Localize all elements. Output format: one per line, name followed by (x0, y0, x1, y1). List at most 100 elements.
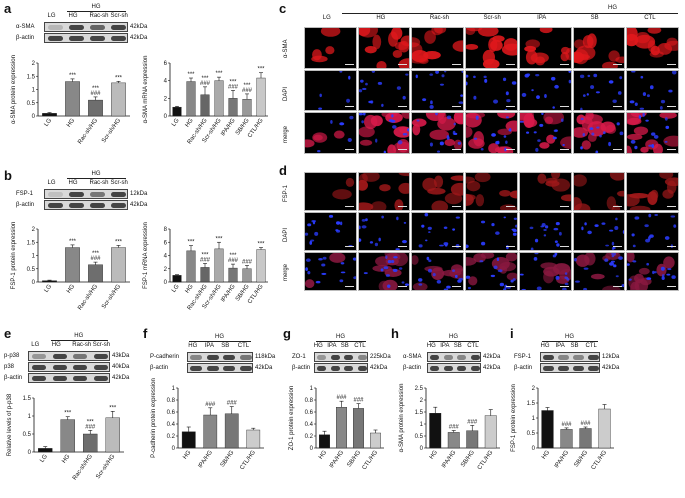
cell-body (390, 27, 403, 40)
panel_h-lane-label: SB (453, 343, 462, 349)
scale-bar (398, 246, 408, 247)
cell-body (488, 37, 498, 52)
micrograph-image (573, 173, 625, 210)
nucleus (383, 266, 388, 270)
cell-body (305, 279, 315, 289)
scale-bar (559, 206, 569, 207)
y-tick-label: 6 (164, 240, 168, 246)
cell-body (543, 270, 554, 284)
cell-body (525, 39, 540, 49)
cell-body (539, 142, 550, 150)
panel-c-column-label: HG (376, 15, 386, 21)
nucleus (358, 225, 361, 230)
y-tick-label: 0.6 (305, 410, 314, 416)
nucleus (452, 228, 456, 231)
cell-body (429, 129, 450, 141)
nucleus (318, 107, 323, 110)
panel_h-band (470, 355, 480, 360)
nucleus (646, 277, 652, 280)
nucleus (437, 279, 442, 284)
cell-body (478, 27, 499, 37)
panel_g-band (357, 355, 367, 360)
cell-body (431, 200, 449, 210)
nucleus (416, 119, 420, 122)
cell-body (452, 40, 464, 52)
y-tick-label: 0 (310, 446, 314, 452)
panel-label-g: g (283, 326, 291, 341)
cell-body (466, 180, 481, 192)
micrograph-image (529, 222, 562, 250)
micrograph-image (573, 253, 625, 290)
nucleus (473, 75, 476, 78)
cell-body (629, 205, 651, 210)
y-tick-label: 0.5 (23, 432, 32, 438)
nucleus (608, 79, 614, 84)
panel_b-band (111, 192, 126, 197)
panel_i-lane-label: IPA (555, 343, 565, 349)
y-tick-label: 0.4 (167, 422, 176, 428)
nucleus (650, 84, 654, 89)
significance-marker: ### (353, 398, 364, 404)
cell-body (659, 113, 678, 120)
y-tick-label: 0.6 (167, 410, 176, 416)
chart-i-fsp1: FSP-1 protein expression 0 0.5 1 1.5 2 HG ### IP… (511, 384, 614, 471)
nucleus (397, 140, 403, 145)
panel_b-blot-strip (44, 200, 128, 210)
x-tick-label: SB/HG (220, 449, 236, 468)
panel_i-band (588, 355, 599, 360)
panel-c-group-label: HG (608, 5, 617, 11)
nucleus (555, 275, 560, 280)
panel_g-band (357, 366, 367, 371)
panel_i-row-size: 12kDa (602, 354, 620, 360)
panel_d-micrograph-cell (626, 252, 679, 291)
nucleus (611, 255, 614, 258)
panel_f-lane-label: IPA (204, 343, 214, 349)
nucleus (579, 146, 583, 150)
scale-bar (505, 149, 515, 150)
panel_c-micrograph-cell (304, 27, 357, 69)
scale-bar (667, 286, 676, 287)
nucleus (643, 91, 647, 96)
cell-body (629, 193, 650, 199)
y-tick-label: 2.5 (415, 386, 424, 392)
nucleus (491, 133, 497, 138)
panel_h-lane-label: HG (426, 343, 436, 349)
x-tick-label: HG (182, 449, 192, 460)
nucleus (552, 136, 557, 140)
cell-body (575, 254, 590, 267)
panel-c-column-label: Scr-sh (483, 15, 501, 21)
panel_a-band (48, 25, 63, 30)
y-tick-label: 0 (172, 446, 176, 452)
chart-f-pcadherin: P-cadherin protein expression 0 0.2 0.4 0.6 0… (151, 378, 264, 471)
cell-body (394, 41, 408, 51)
cell-body (466, 113, 482, 128)
cell-body (392, 141, 410, 154)
y-tick-label: 1.5 (27, 240, 36, 246)
nucleus (497, 269, 503, 273)
nucleus (459, 101, 464, 104)
nucleus (652, 270, 655, 275)
panel_b-group-label: HG (91, 171, 101, 177)
nucleus (633, 244, 636, 248)
panel-c-column-labels: LG HG Rac-sh Scr-sh IPA SB CTL (304, 15, 679, 25)
scale-bar (505, 246, 515, 247)
panel_e-band (32, 354, 47, 359)
bar (319, 434, 330, 449)
cell-body (505, 253, 517, 262)
nucleus (533, 256, 538, 261)
cell-body (358, 202, 373, 210)
panel_h-band (443, 366, 453, 371)
cell-body (419, 57, 430, 65)
panel_b-row-size: 42kDa (130, 202, 148, 208)
nucleus (535, 94, 540, 99)
panel_e-blot-strip (28, 351, 110, 361)
nucleus (617, 256, 623, 260)
bar (370, 432, 381, 449)
bar (214, 248, 224, 283)
nucleus (519, 273, 524, 276)
cell-body (608, 50, 620, 62)
scale-bar (452, 246, 462, 247)
western-blot-e: HG LG HG Rac-sh Scr-sh p-p38 43kDa p38 40kDa β-ac… (4, 333, 140, 391)
nucleus (515, 224, 517, 228)
chart-b-mrna: FSP-1 mRNA expression 02468LG***HG***###R… (143, 222, 268, 311)
